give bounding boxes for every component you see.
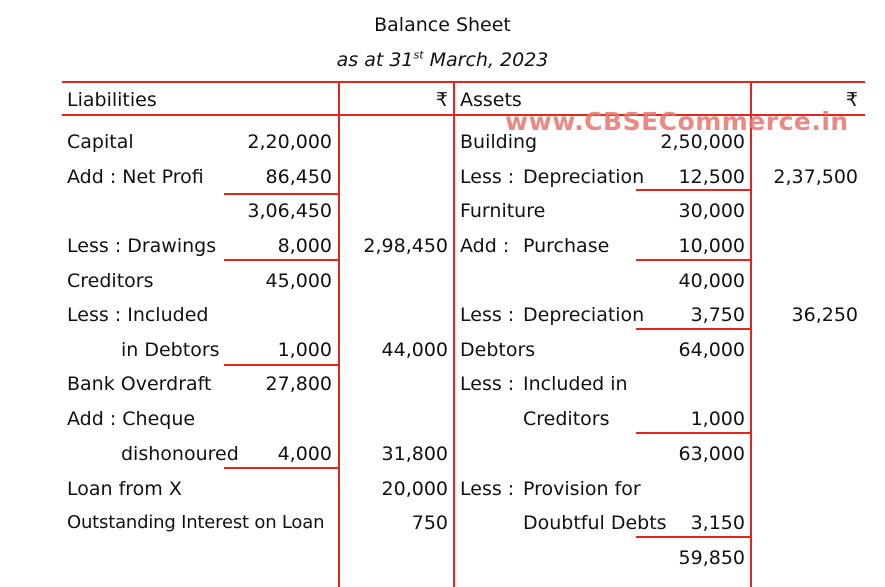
date-ordinal: st (413, 48, 424, 62)
less-label-3: Less : (460, 373, 515, 395)
in-debtors-amount: 1,000 (277, 339, 332, 361)
underline-depreciation2 (636, 328, 750, 330)
purchase-label: Purchase (523, 235, 610, 257)
less-label-1: Less : (460, 166, 515, 188)
capital-amount: 2,20,000 (247, 131, 332, 153)
doubtful-debts-label: Doubtful Debts (523, 512, 667, 534)
dishonoured-amount: 4,000 (277, 443, 332, 465)
furniture-amount: 30,000 (678, 200, 745, 222)
interest-total: 750 (411, 512, 448, 534)
depreciation2-label: Depreciation (523, 304, 645, 326)
divider-asset-amount (750, 81, 752, 587)
underline-drawings (224, 259, 338, 261)
loan-label: Loan from X (67, 478, 182, 500)
included-in-label: Included in (523, 373, 628, 395)
depreciation1-amount: 12,500 (678, 166, 745, 188)
watermark: www.CBSECommerce.in (505, 107, 849, 136)
capital-label: Capital (67, 131, 134, 153)
add-label-1: Add : (460, 235, 510, 257)
interest-label: Outstanding Interest on Loan (67, 512, 325, 533)
underline-in-debtors (224, 364, 338, 366)
add-cheque-label: Add : Cheque (67, 408, 196, 430)
furniture-total: 36,250 (791, 304, 858, 326)
header-rupee-left: ₹ (435, 89, 448, 111)
header-top-rule (62, 81, 865, 83)
bank-overdraft-label: Bank Overdraft (67, 373, 212, 395)
building-total: 2,37,500 (773, 166, 858, 188)
header-assets: Assets (460, 89, 522, 111)
divider-center (453, 81, 455, 587)
less-included-label: Less : Included (67, 304, 209, 326)
net-profit-amount: 86,450 (265, 166, 332, 188)
sheet-title: Balance Sheet (374, 14, 511, 36)
debtors-net: 59,850 (678, 547, 745, 569)
capital-subtotal: 3,06,450 (247, 200, 332, 222)
furniture-subtotal: 40,000 (678, 270, 745, 292)
debtors-label: Debtors (460, 339, 536, 361)
header-rupee-right: ₹ (845, 89, 858, 111)
creditors-amount: 45,000 (265, 270, 332, 292)
building-label: Building (460, 131, 538, 153)
depreciation1-label: Depreciation (523, 166, 645, 188)
provision-for-label: Provision for (523, 478, 641, 500)
underline-net-profit (224, 193, 338, 195)
date-rest: March, 2023 (423, 49, 549, 71)
purchase-amount: 10,000 (678, 235, 745, 257)
date-main: as at 31 (336, 49, 414, 71)
underline-creditors (636, 432, 750, 434)
underline-dishonoured (224, 467, 338, 469)
creditors-word-label: Creditors (523, 408, 610, 430)
debtors-amount: 64,000 (678, 339, 745, 361)
debtors-subtotal: 63,000 (678, 443, 745, 465)
underline-provision (636, 536, 750, 538)
less-label-4: Less : (460, 478, 515, 500)
divider-liab-amount (338, 81, 340, 587)
header-liabilities: Liabilities (67, 89, 157, 111)
in-debtors-label: in Debtors (121, 339, 220, 361)
underline-purchase (636, 259, 750, 261)
bank-overdraft-amount: 27,800 (265, 373, 332, 395)
creditors-label: Creditors (67, 270, 154, 292)
creditors-total: 44,000 (381, 339, 448, 361)
sheet-date: as at 31st March, 2023 (0, 49, 885, 71)
less-label-2: Less : (460, 304, 515, 326)
bank-overdraft-total: 31,800 (381, 443, 448, 465)
provision-amount: 3,150 (690, 512, 745, 534)
drawings-amount: 8,000 (277, 235, 332, 257)
loan-total: 20,000 (381, 478, 448, 500)
furniture-label: Furniture (460, 200, 546, 222)
building-amount: 2,50,000 (660, 131, 745, 153)
dishonoured-label: dishonoured (121, 443, 239, 465)
net-profit-label: Add : Net Profi (67, 166, 204, 188)
depreciation2-amount: 3,750 (690, 304, 745, 326)
underline-depreciation1 (636, 189, 750, 191)
capital-total: 2,98,450 (363, 235, 448, 257)
drawings-label: Less : Drawings (67, 235, 217, 257)
included-creditors-amount: 1,000 (690, 408, 745, 430)
header-bottom-rule (62, 114, 865, 116)
